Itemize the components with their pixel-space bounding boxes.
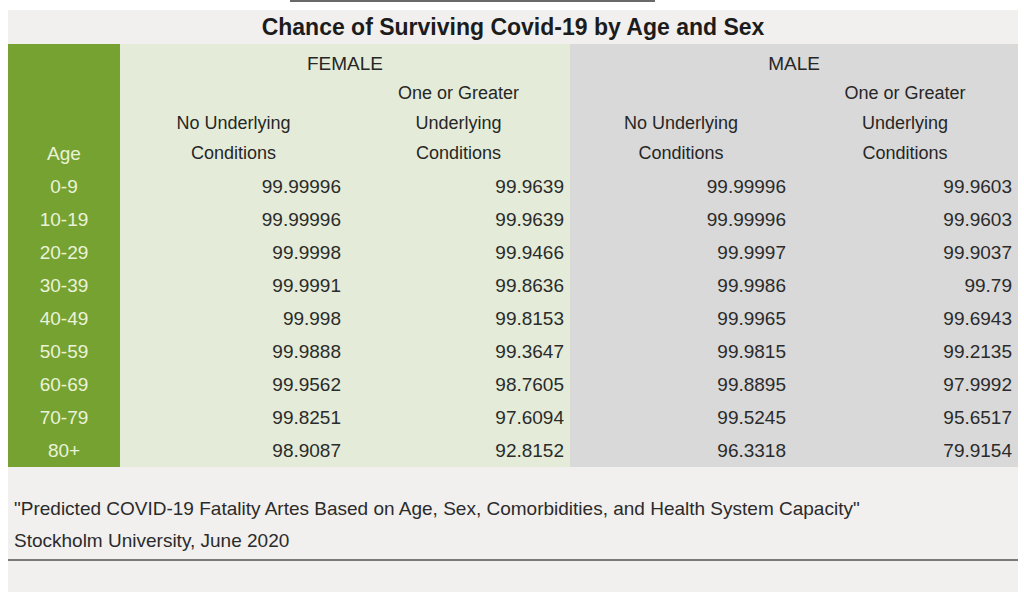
title-band: Chance of Surviving Covid-19 by Age and … <box>8 10 1018 44</box>
value-male-one-plus: 99.9037 <box>792 236 1018 269</box>
value-male-one-plus: 99.79 <box>792 269 1018 302</box>
table-sheet: Chance of Surviving Covid-19 by Age and … <box>8 10 1018 592</box>
value-male-one-plus: 79.9154 <box>792 434 1018 467</box>
value-female-no-conditions: 99.8251 <box>120 401 347 434</box>
value-female-one-plus: 97.6094 <box>347 401 570 434</box>
value-male-no-conditions: 99.99996 <box>570 170 792 203</box>
value-male-one-plus: 95.6517 <box>792 401 1018 434</box>
value-male-no-conditions: 99.5245 <box>570 401 792 434</box>
age-cell: 80+ <box>8 434 120 467</box>
value-male-no-conditions: 99.8895 <box>570 368 792 401</box>
page-title: Chance of Surviving Covid-19 by Age and … <box>8 10 1018 44</box>
citation-line-1: "Predicted COVID-19 Fatality Artes Based… <box>14 493 1008 525</box>
footer-band: "Predicted COVID-19 Fatality Artes Based… <box>8 467 1018 592</box>
value-male-one-plus: 99.9603 <box>792 170 1018 203</box>
column-header-female-no-conditions: No Underlying Conditions <box>120 74 347 170</box>
survival-table-image: Chance of Surviving Covid-19 by Age and … <box>0 0 1024 592</box>
value-female-no-conditions: 99.99996 <box>120 170 347 203</box>
horizontal-rule <box>8 559 1018 561</box>
age-cell: 20-29 <box>8 236 120 269</box>
value-female-one-plus: 99.3647 <box>347 335 570 368</box>
value-male-one-plus: 99.9603 <box>792 203 1018 236</box>
age-column-header: Age <box>8 44 120 170</box>
group-header-female: FEMALE <box>120 44 570 74</box>
age-cell: 70-79 <box>8 401 120 434</box>
group-header-male: MALE <box>570 44 1018 74</box>
value-female-one-plus: 92.8152 <box>347 434 570 467</box>
age-cell: 60-69 <box>8 368 120 401</box>
value-male-one-plus: 99.6943 <box>792 302 1018 335</box>
value-female-no-conditions: 98.9087 <box>120 434 347 467</box>
value-male-no-conditions: 99.9997 <box>570 236 792 269</box>
value-female-one-plus: 99.9639 <box>347 203 570 236</box>
value-male-no-conditions: 99.9986 <box>570 269 792 302</box>
column-header-male-one-plus-conditions: One or Greater Underlying Conditions <box>792 74 1018 170</box>
value-male-no-conditions: 99.99996 <box>570 203 792 236</box>
value-female-no-conditions: 99.9998 <box>120 236 347 269</box>
value-female-one-plus: 99.9639 <box>347 170 570 203</box>
value-female-one-plus: 99.8636 <box>347 269 570 302</box>
value-male-one-plus: 97.9992 <box>792 368 1018 401</box>
value-female-no-conditions: 99.9562 <box>120 368 347 401</box>
survival-table: Age FEMALE MALE No Underlying Conditions… <box>8 44 1018 467</box>
age-cell: 10-19 <box>8 203 120 236</box>
value-male-no-conditions: 96.3318 <box>570 434 792 467</box>
source-citation: "Predicted COVID-19 Fatality Artes Based… <box>8 467 1018 557</box>
column-header-female-one-plus-conditions: One or Greater Underlying Conditions <box>347 74 570 170</box>
age-cell: 50-59 <box>8 335 120 368</box>
value-male-one-plus: 99.2135 <box>792 335 1018 368</box>
age-cell: 40-49 <box>8 302 120 335</box>
value-female-no-conditions: 99.9991 <box>120 269 347 302</box>
value-male-no-conditions: 99.9815 <box>570 335 792 368</box>
value-female-one-plus: 99.9466 <box>347 236 570 269</box>
citation-line-2: Stockholm University, June 2020 <box>14 525 1008 557</box>
value-female-no-conditions: 99.99996 <box>120 203 347 236</box>
window-edge-artifact <box>290 0 655 2</box>
column-header-male-no-conditions: No Underlying Conditions <box>570 74 792 170</box>
value-female-one-plus: 98.7605 <box>347 368 570 401</box>
value-female-no-conditions: 99.998 <box>120 302 347 335</box>
value-male-no-conditions: 99.9965 <box>570 302 792 335</box>
age-cell: 0-9 <box>8 170 120 203</box>
age-cell: 30-39 <box>8 269 120 302</box>
value-female-one-plus: 99.8153 <box>347 302 570 335</box>
value-female-no-conditions: 99.9888 <box>120 335 347 368</box>
